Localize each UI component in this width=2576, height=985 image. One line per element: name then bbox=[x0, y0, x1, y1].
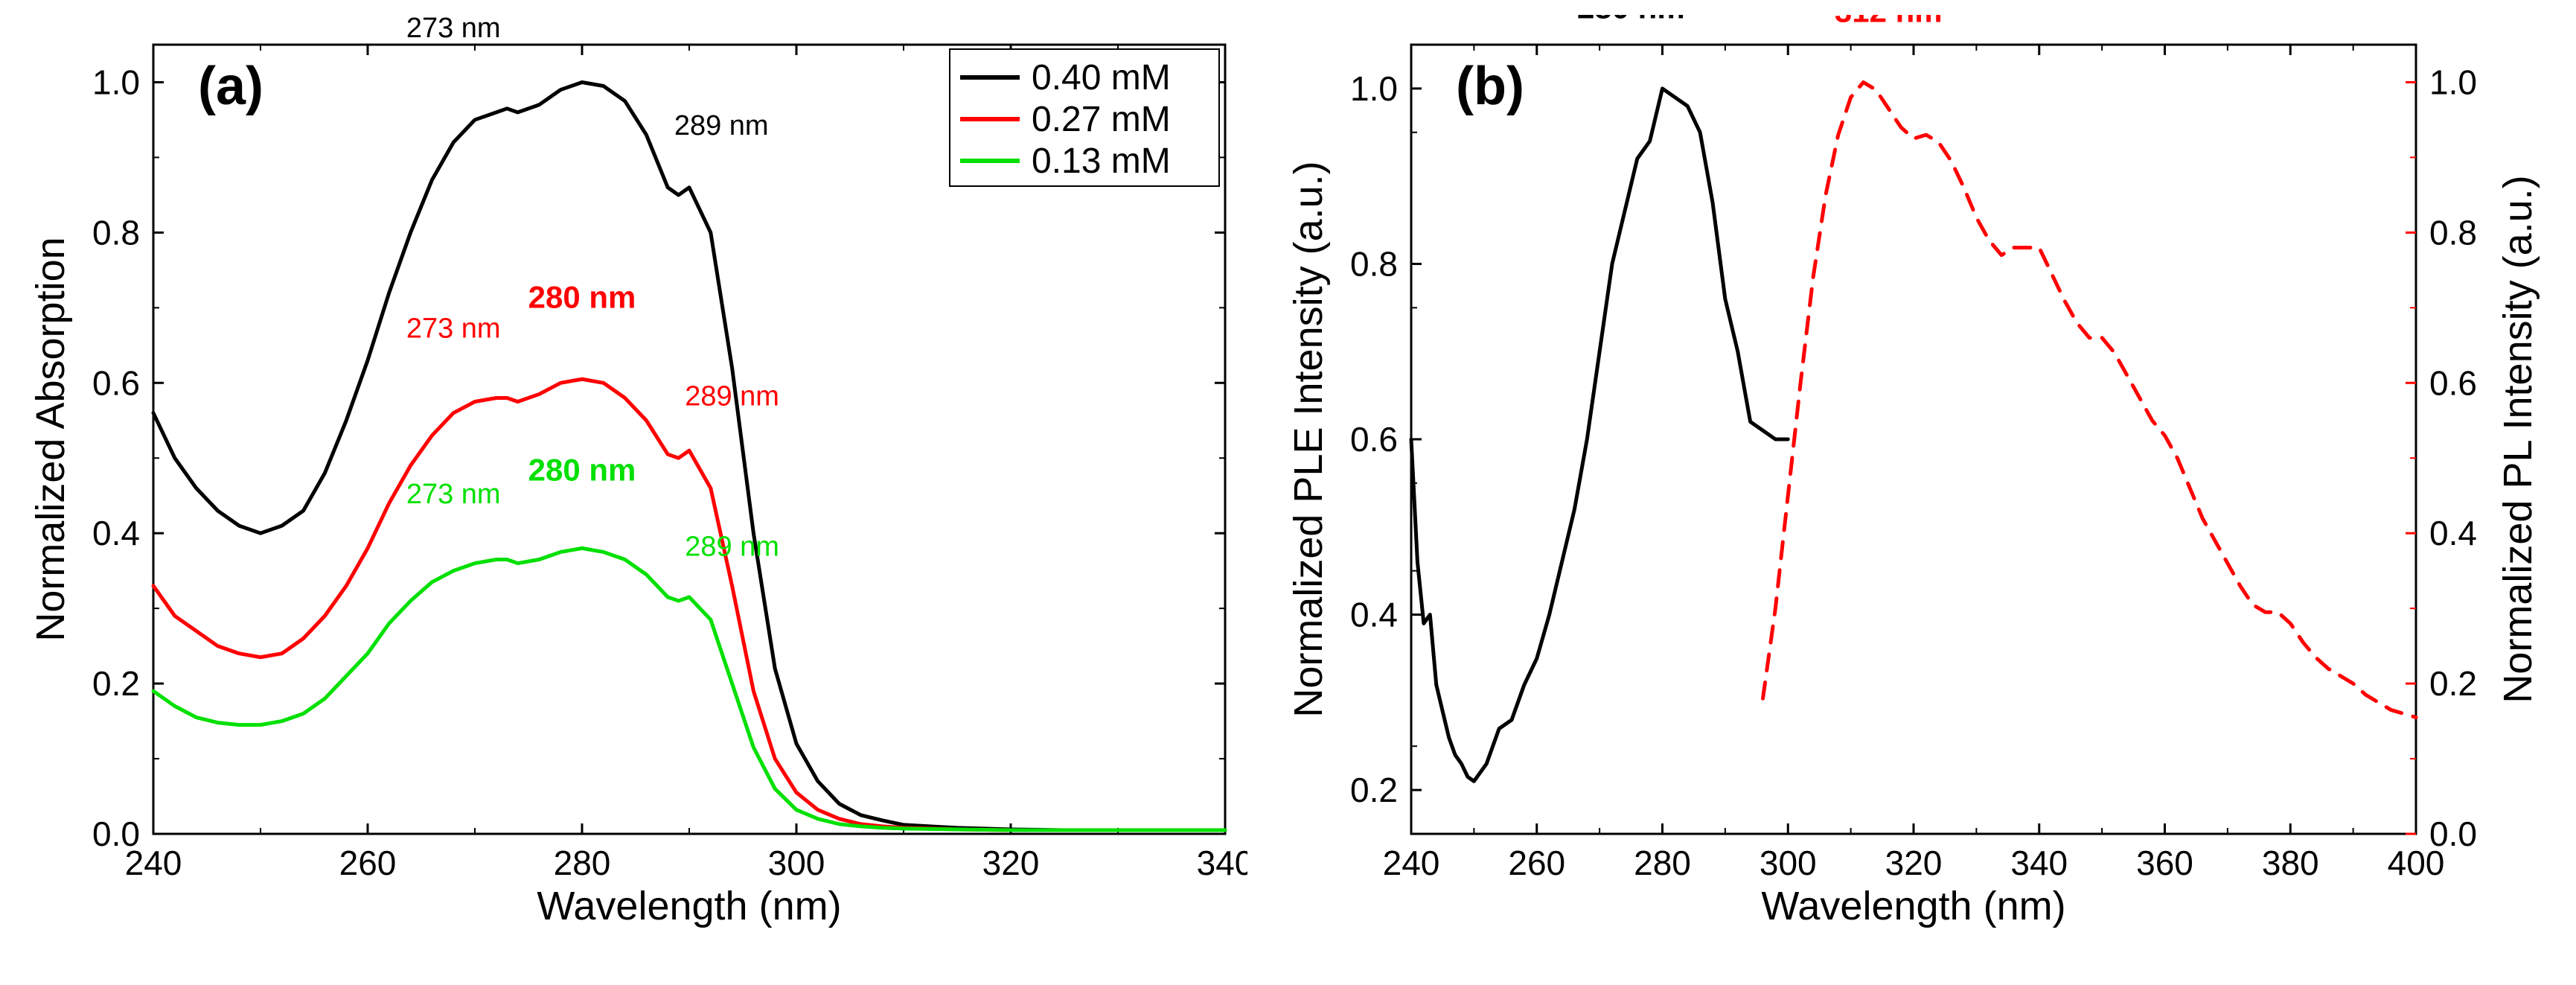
legend-label: 0.40 mM bbox=[1032, 58, 1171, 98]
xtick-label: 360 bbox=[2136, 844, 2193, 882]
ytick-label: 0.2 bbox=[92, 664, 140, 703]
ytick-left-label: 0.8 bbox=[1350, 244, 1398, 283]
panel-label: (b) bbox=[1456, 57, 1524, 116]
xtick-label: 340 bbox=[1196, 844, 1247, 882]
panel-label: (a) bbox=[198, 57, 263, 116]
ylabel: Normalized Absorption bbox=[28, 237, 73, 641]
annotation: 312 nm bbox=[1834, 15, 1942, 29]
ytick-right-label: 0.4 bbox=[2429, 514, 2477, 552]
xtick-label: 320 bbox=[1885, 844, 1942, 882]
plot-frame bbox=[1411, 45, 2416, 834]
xtick-label: 320 bbox=[982, 844, 1039, 882]
xtick-label: 280 bbox=[1634, 844, 1691, 882]
xtick-label: 260 bbox=[339, 844, 396, 882]
figure-wrap: 240 260 280 300 320 340 0.0 0.2 0.4 0.6 0.8 1.0 Wave… bbox=[0, 0, 2576, 985]
xlabel: Wavelength (nm) bbox=[1761, 884, 2065, 928]
xlabel: Wavelength (nm) bbox=[537, 884, 841, 928]
ytick-left-label: 0.2 bbox=[1350, 771, 1398, 809]
series-line bbox=[1411, 89, 1788, 781]
ylabel-left: Normalized PLE Intensity (a.u.) bbox=[1286, 161, 1331, 717]
annotation: 289 nm bbox=[674, 110, 768, 141]
annotation: 289 nm bbox=[685, 531, 779, 562]
ytick-label: 0.0 bbox=[92, 815, 140, 853]
xtick-label: 280 bbox=[553, 844, 610, 882]
ytick-right-label: 1.0 bbox=[2429, 63, 2477, 101]
series-line bbox=[153, 548, 1225, 830]
annotation: 273 nm bbox=[406, 479, 500, 510]
xtick-label: 380 bbox=[2261, 844, 2318, 882]
annotation: 273 nm bbox=[406, 15, 500, 44]
ytick-label: 1.0 bbox=[92, 63, 140, 101]
ytick-right-label: 0.6 bbox=[2429, 363, 2477, 402]
xtick-label: 260 bbox=[1508, 844, 1565, 882]
ytick-label: 0.8 bbox=[92, 213, 140, 252]
xtick-label: 300 bbox=[1759, 844, 1816, 882]
ytick-right-label: 0.0 bbox=[2429, 815, 2477, 853]
annotation: 289 nm bbox=[685, 381, 779, 412]
ytick-right-label: 0.8 bbox=[2429, 213, 2477, 252]
panel-a: 2402602803003203400.00.20.40.60.81.0Wave… bbox=[19, 15, 1247, 957]
ytick-left-label: 1.0 bbox=[1350, 69, 1398, 108]
legend-label: 0.27 mM bbox=[1032, 100, 1171, 139]
ytick-left-label: 0.6 bbox=[1350, 420, 1398, 459]
ylabel-right: Normalized PL Intensity (a.u.) bbox=[2496, 175, 2540, 703]
ytick-label: 0.6 bbox=[92, 363, 140, 402]
ytick-left-label: 0.4 bbox=[1350, 596, 1398, 634]
series-line bbox=[153, 82, 1225, 829]
annotation: 280 nm bbox=[528, 279, 636, 314]
annotation: 280 nm bbox=[528, 453, 636, 488]
panel-b: 2402602803003203403603804000.20.40.60.81… bbox=[1277, 15, 2557, 957]
ytick-label: 0.4 bbox=[92, 514, 140, 552]
legend-label: 0.13 mM bbox=[1032, 141, 1171, 181]
annotation: 280 nm bbox=[1576, 15, 1684, 25]
series-line bbox=[153, 379, 1225, 830]
annotation: 273 nm bbox=[406, 313, 500, 345]
series-line bbox=[1762, 82, 2416, 717]
xtick-label: 340 bbox=[2010, 844, 2068, 882]
xtick-label: 300 bbox=[767, 844, 825, 882]
ytick-right-label: 0.2 bbox=[2429, 664, 2477, 703]
xtick-label: 240 bbox=[1382, 844, 1439, 882]
